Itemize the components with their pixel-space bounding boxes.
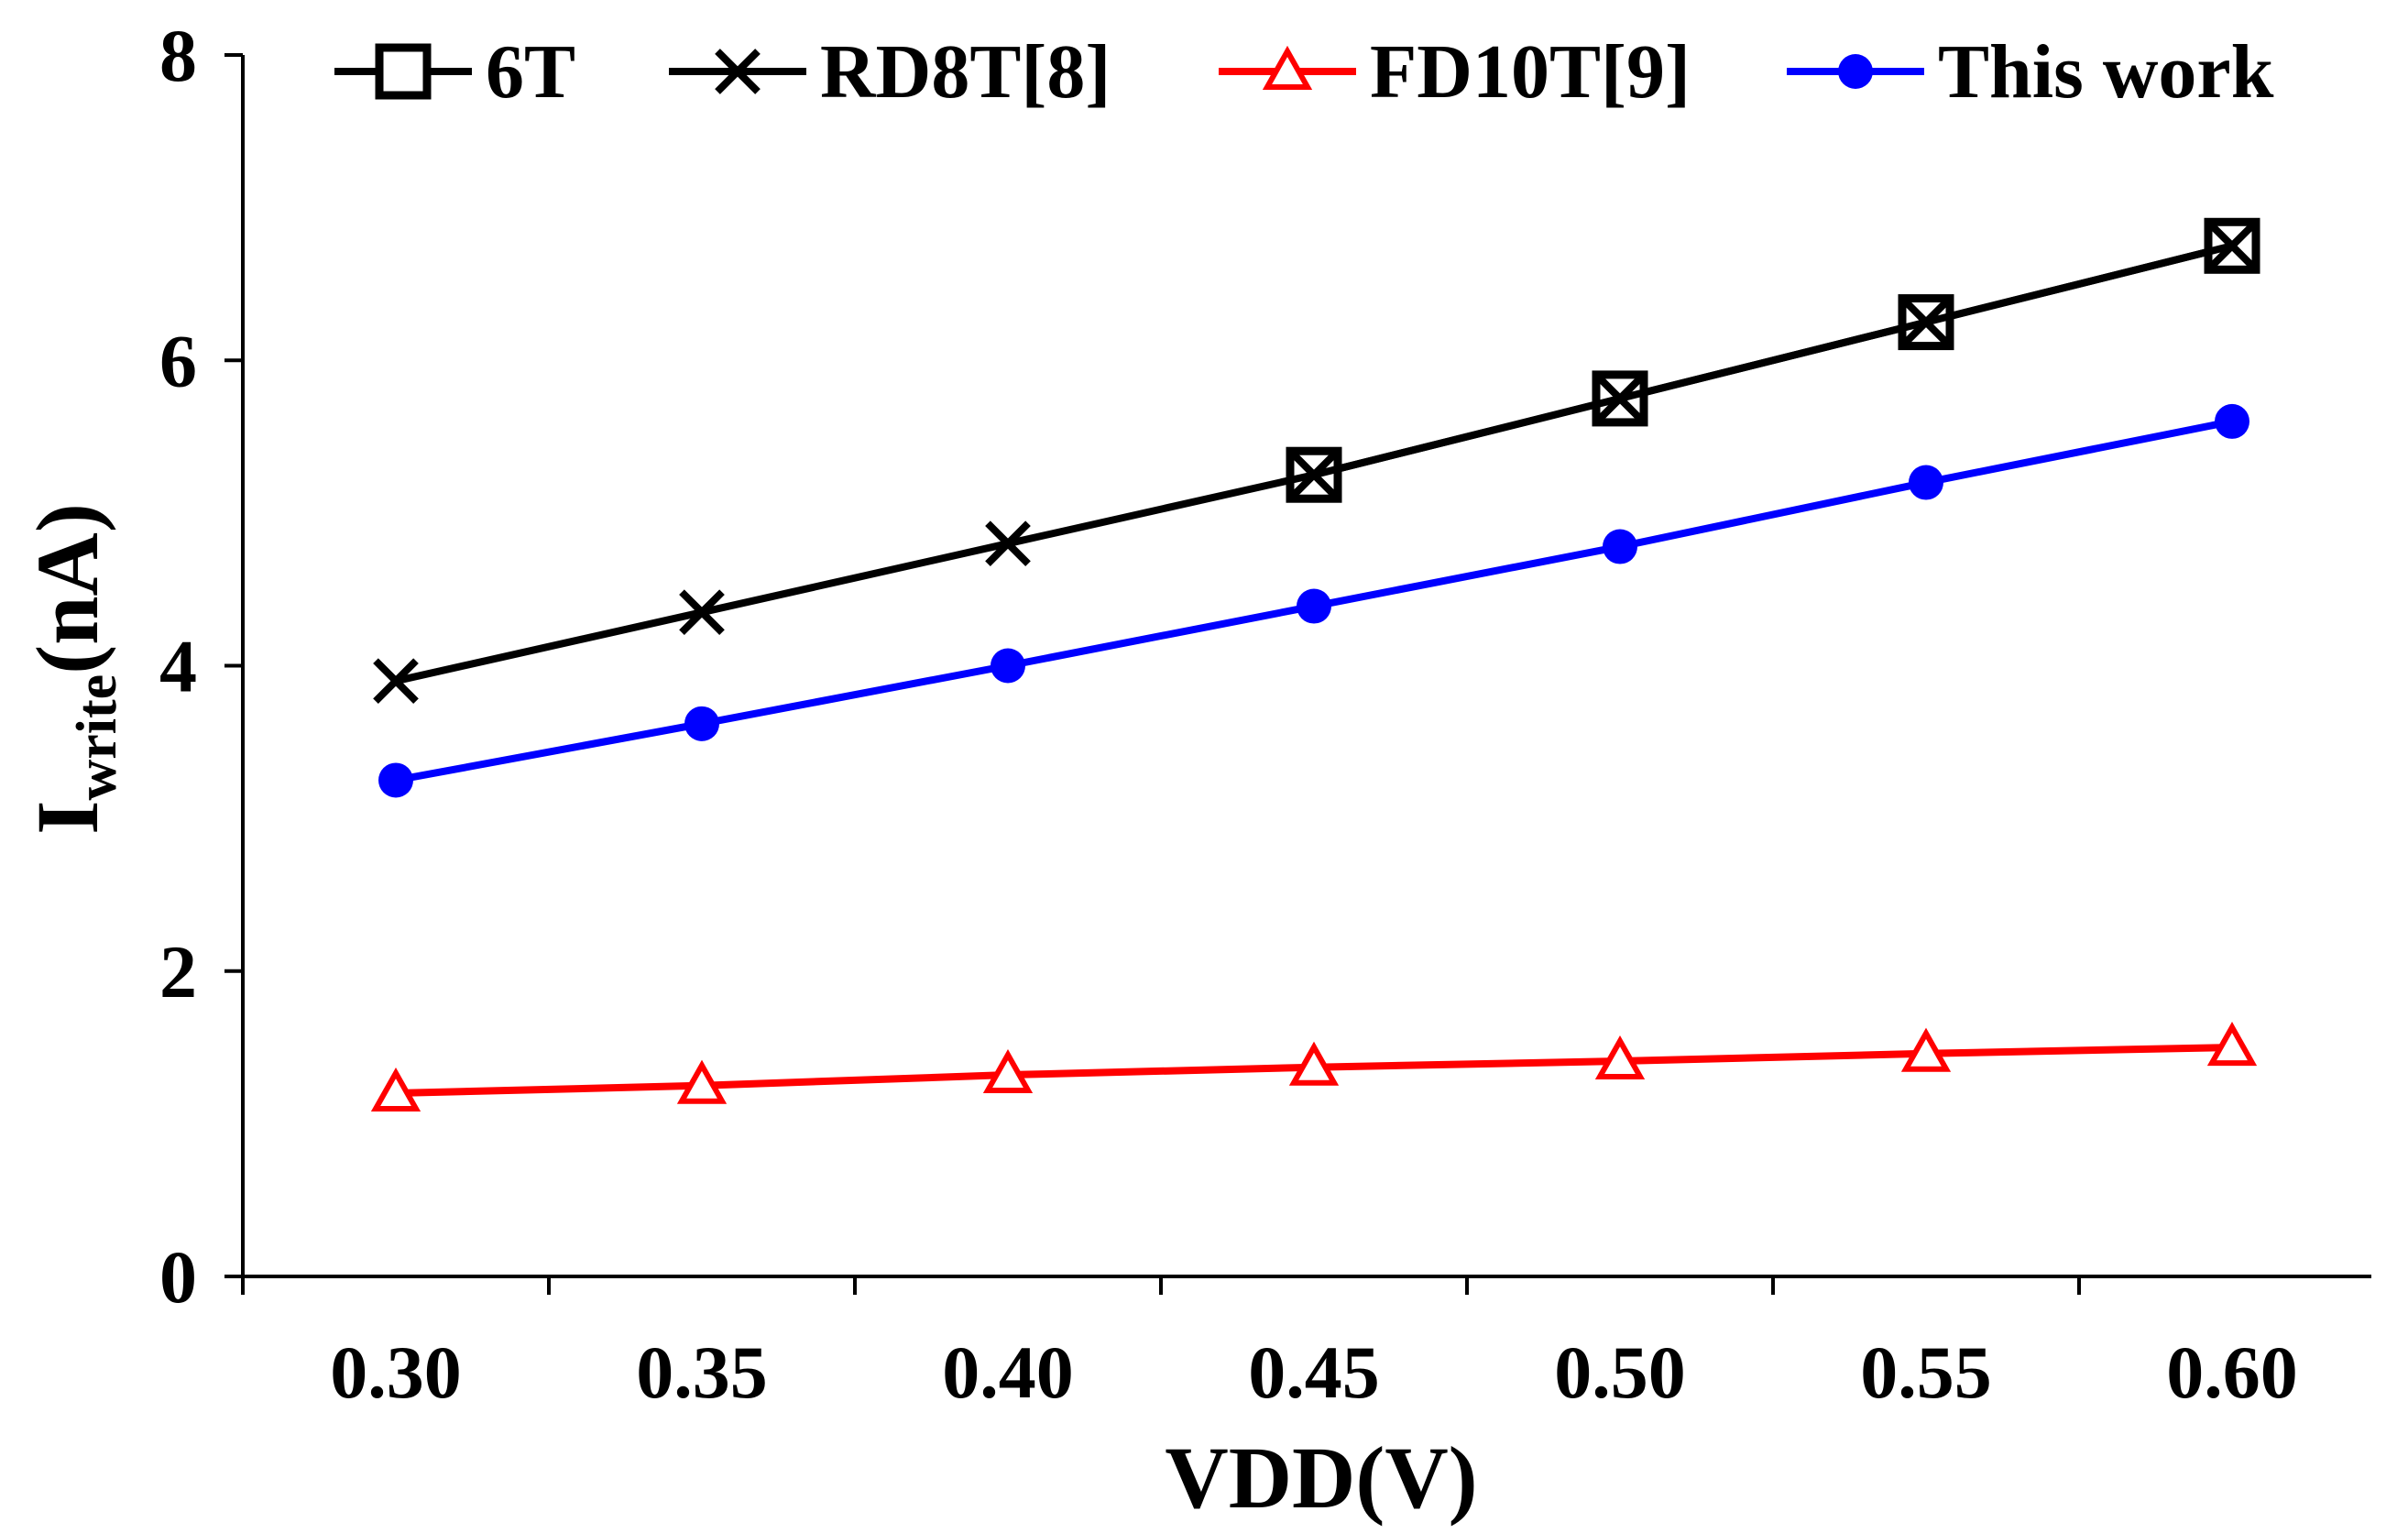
data-point-x (985, 520, 1031, 567)
axes: 0 2 4 6 8 0.30 0.35 0.40 0.45 0.50 0.55 0.60 (159, 14, 2371, 1414)
y-tick-label: 4 (159, 625, 197, 708)
y-axis-title-main: I (18, 800, 116, 834)
x-tick-label: 0.50 (1554, 1330, 1686, 1414)
series-2 (370, 1021, 2258, 1112)
data-point-triangle (370, 1067, 421, 1112)
data-point-circle (684, 706, 719, 741)
y-tick-label: 6 (159, 319, 197, 402)
data-point-circle (991, 648, 1025, 684)
legend-label: 6T (486, 29, 575, 115)
data-point-x (2209, 223, 2255, 269)
legend-label: RD8T[8] (820, 29, 1111, 115)
y-tick-label: 2 (159, 930, 197, 1013)
legend-item: 6T (334, 29, 575, 115)
y-axis-title: Iwrite(nA) (18, 503, 128, 835)
legend-label: FD10T[9] (1370, 29, 1691, 115)
x-tick-label: 0.30 (330, 1330, 462, 1414)
y-axis-title-subscript: write (66, 674, 128, 801)
x-marker-stroke (985, 520, 1031, 567)
x-marker-stroke (1597, 376, 1643, 422)
x-tick-label: 0.55 (1860, 1330, 1992, 1414)
x-tick-label: 0.60 (2166, 1330, 2298, 1414)
data-point-circle (2215, 403, 2249, 439)
data-point-triangle (676, 1059, 728, 1104)
data-point-triangle (1594, 1035, 1646, 1080)
data-point-triangle (2206, 1021, 2258, 1067)
x-marker-stroke (2209, 223, 2255, 269)
x-marker-stroke (715, 49, 761, 94)
data-point-x (1291, 452, 1337, 498)
data-point-x (1903, 299, 1949, 345)
data-point-circle (1603, 529, 1637, 564)
x-axis-title: VDD(V) (1165, 1429, 1477, 1527)
x-tick-label: 0.45 (1248, 1330, 1380, 1414)
legend-item: RD8T[8] (669, 29, 1111, 115)
x-marker-stroke (373, 658, 419, 704)
data-point-x (1597, 376, 1643, 422)
data-point-x (373, 658, 419, 704)
data-point-circle (1909, 465, 1943, 500)
y-tick-label: 8 (159, 14, 197, 97)
x-marker-stroke (679, 589, 725, 636)
series-layer (370, 217, 2260, 1112)
y-tick-label: 0 (159, 1235, 197, 1319)
data-point-x (679, 589, 725, 636)
legend-marker-square (375, 43, 432, 100)
legend-marker-x (715, 49, 761, 94)
x-tick-label: 0.35 (636, 1330, 768, 1414)
series-1 (373, 223, 2255, 704)
series-3 (378, 403, 2249, 798)
data-point-triangle (1288, 1041, 1340, 1086)
data-point-triangle (982, 1048, 1034, 1094)
legend-item: FD10T[9] (1219, 29, 1691, 115)
x-marker-stroke (1291, 452, 1337, 498)
data-point-circle (1297, 588, 1331, 624)
legend: 6T RD8T[8] FD10T[9] This work (334, 29, 2274, 115)
legend-item: This work (1787, 29, 2274, 115)
legend-label: This work (1938, 29, 2274, 115)
legend-marker-circle (1838, 54, 1873, 89)
data-point-triangle (1900, 1027, 1952, 1072)
y-axis-title-suffix: (nA) (18, 503, 116, 674)
x-tick-label: 0.40 (942, 1330, 1074, 1414)
x-marker-stroke (1903, 299, 1949, 345)
data-point-circle (378, 762, 413, 798)
legend-marker-triangle (1262, 45, 1313, 90)
